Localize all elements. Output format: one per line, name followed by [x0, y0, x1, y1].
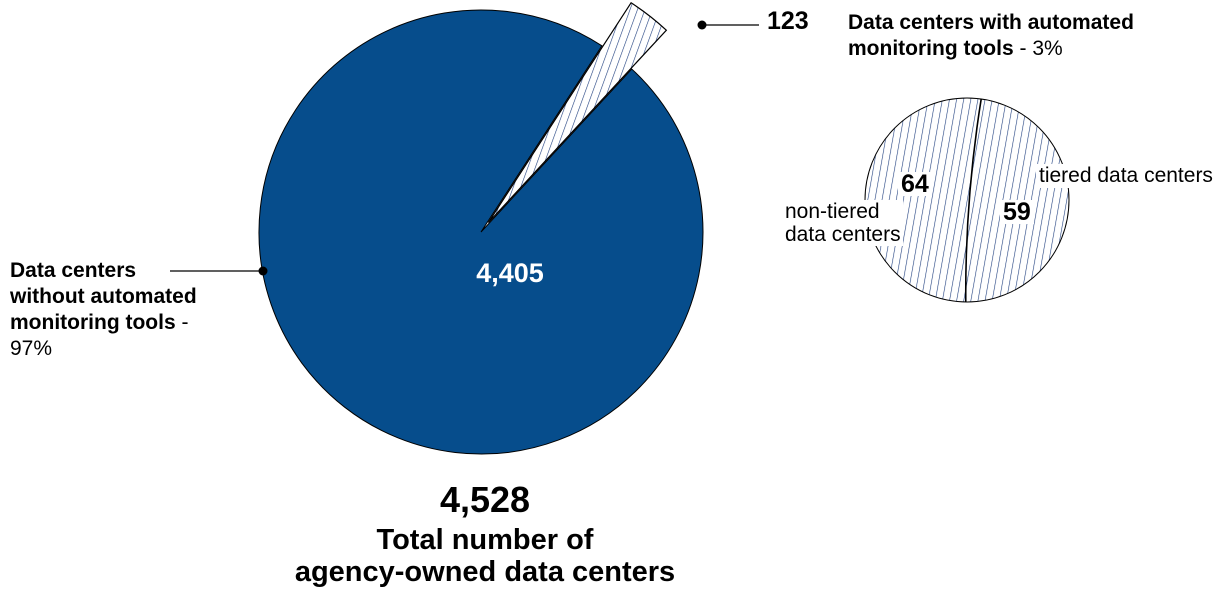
label-without-line1: Data centers: [10, 259, 137, 282]
breakout-slice-divider: [964, 98, 982, 302]
label-tiered: tiered data centers: [1036, 164, 1216, 188]
label-without-percent: 97%: [10, 337, 53, 360]
value-label-main: 4,405: [476, 258, 544, 288]
value-label-nontiered: 64: [898, 172, 932, 197]
main-pie: [258, 1, 704, 455]
value-label-tiered: 59: [1000, 200, 1034, 225]
total-value: 4,528: [439, 479, 531, 520]
leader-dot-with: [697, 20, 707, 30]
label-with-line1: Data centers with automated: [848, 11, 1134, 34]
label-without-line2: without automated: [10, 285, 197, 308]
slice-with-automated: [487, 1, 668, 223]
label-nontiered: non-tiered data centers: [783, 200, 903, 246]
leader-lines: [170, 20, 759, 276]
label-with-line2: monitoring tools - 3%: [848, 37, 1063, 60]
leader-dot-without: [258, 266, 268, 276]
total-label: Total number of agency-owned data center…: [294, 524, 676, 588]
slice-without-automated: [258, 9, 704, 455]
label-without-line3: monitoring tools -: [10, 311, 189, 334]
value-label-exploded: 123: [767, 7, 809, 35]
